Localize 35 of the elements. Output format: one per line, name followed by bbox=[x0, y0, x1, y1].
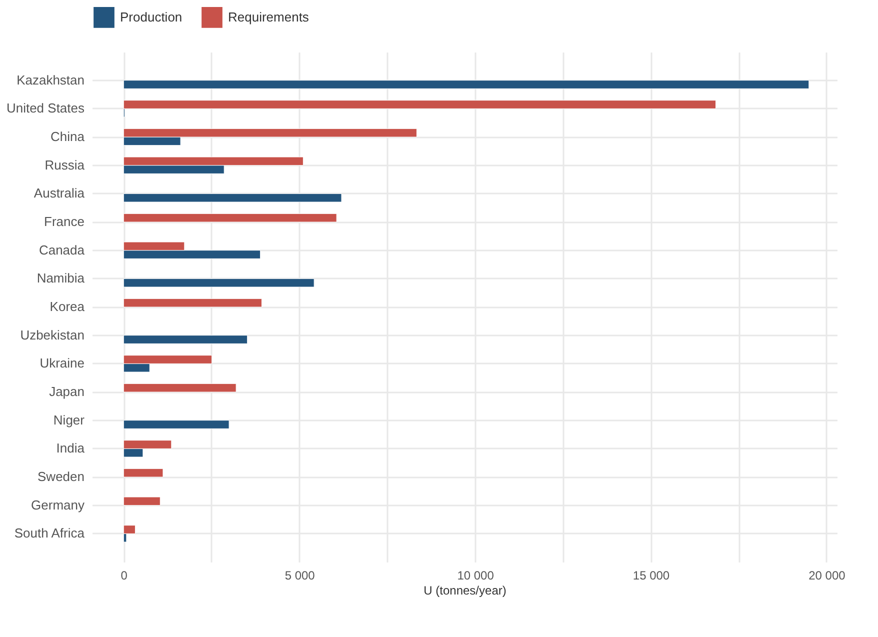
x-tick-label: 5 000 bbox=[284, 568, 316, 582]
bar bbox=[123, 383, 236, 392]
y-tick-label: South Africa bbox=[14, 526, 86, 541]
y-tick-label: Russia bbox=[44, 157, 86, 172]
y-tick-label: Germany bbox=[31, 497, 85, 512]
bar bbox=[123, 468, 164, 478]
y-tick-label: Niger bbox=[53, 412, 86, 428]
y-tick-label: Ukraine bbox=[40, 356, 84, 371]
legend-label: Production bbox=[120, 9, 182, 24]
bar bbox=[123, 420, 230, 429]
y-tick-label: United States bbox=[6, 100, 85, 116]
y-tick-label: Japan bbox=[49, 384, 84, 399]
y-tick-label: Canada bbox=[38, 242, 86, 258]
y-tick-label: Australia bbox=[34, 186, 86, 201]
bar bbox=[123, 298, 262, 308]
bar bbox=[123, 213, 337, 222]
y-tick-label: India bbox=[56, 440, 86, 456]
y-tick-label: Sweden bbox=[38, 469, 84, 484]
bar bbox=[123, 193, 342, 202]
legend-label: Requirements bbox=[228, 9, 310, 24]
bar bbox=[123, 278, 314, 288]
x-tick-label: 15 000 bbox=[632, 568, 670, 582]
y-tick-label: Namibia bbox=[36, 270, 86, 286]
x-tick-label: 20 000 bbox=[808, 568, 846, 582]
bar bbox=[123, 335, 248, 344]
y-tick-label: Korea bbox=[50, 299, 86, 314]
y-tick-label: France bbox=[44, 214, 84, 229]
bar bbox=[123, 496, 160, 506]
y-tick-label: China bbox=[50, 129, 86, 144]
x-axis-title: U (tonnes/year) bbox=[424, 584, 506, 598]
bar bbox=[123, 80, 810, 89]
x-tick-label: 10 000 bbox=[457, 568, 494, 582]
x-tick-label: 0 bbox=[120, 568, 128, 582]
y-tick-label: Kazakhstan bbox=[16, 72, 84, 88]
y-tick-label: Uzbekistan bbox=[20, 327, 84, 342]
